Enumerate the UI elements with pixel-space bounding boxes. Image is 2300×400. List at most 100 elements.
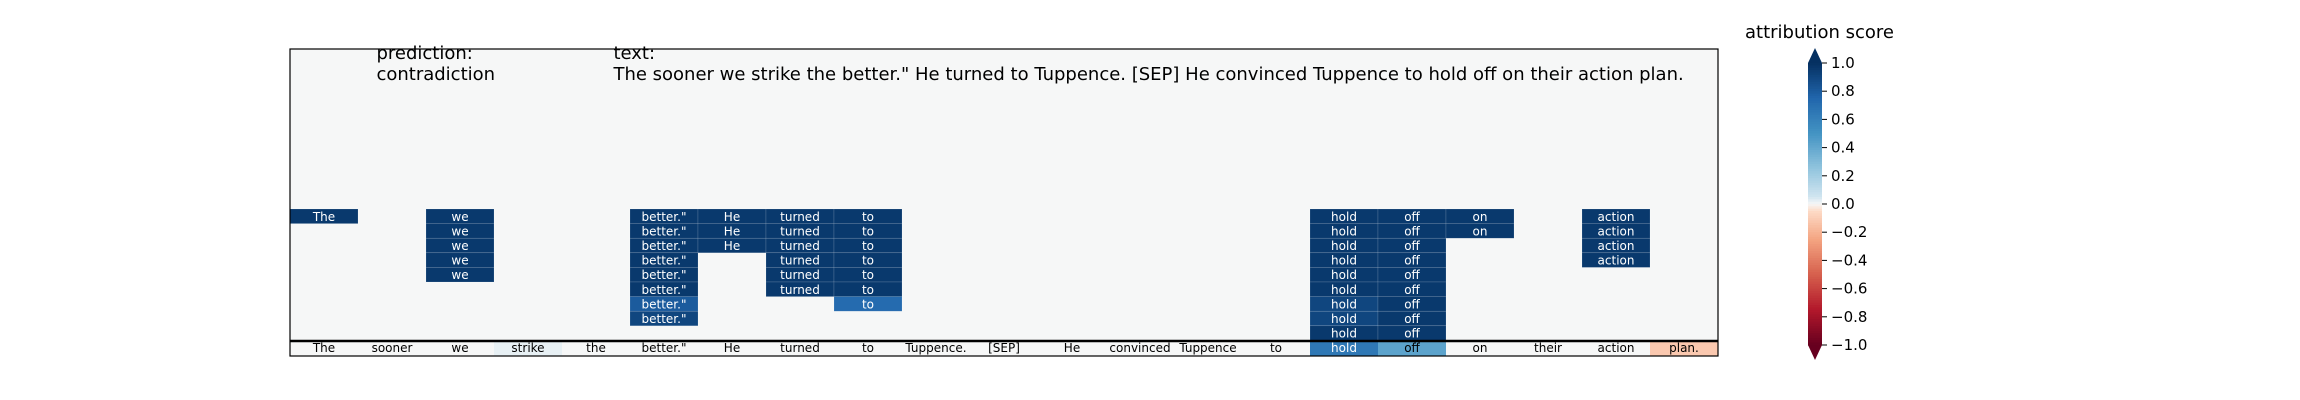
heatmap-cells: The we better." He turned to hold off on action we…: [289, 49, 1718, 356]
colorbar-segment: [1808, 335, 1822, 339]
token-label: [SEP]: [988, 341, 1020, 355]
colorbar-segment: [1808, 95, 1822, 99]
cell-token-label: better.": [642, 268, 687, 282]
colorbar-segment: [1808, 239, 1822, 243]
cell-token-label: we: [451, 268, 468, 282]
token-label: off: [1404, 341, 1420, 355]
cell-token-label: action: [1598, 239, 1635, 253]
token-score-cell: [562, 341, 630, 356]
cell-token-label: better.": [642, 210, 687, 224]
colorbar-segment: [1808, 88, 1822, 92]
colorbar-segment: [1808, 65, 1822, 69]
colorbar-segment: [1808, 262, 1822, 266]
cell-token-label: hold: [1331, 312, 1357, 326]
cell-token-label: hold: [1331, 254, 1357, 268]
colorbar-segment: [1808, 178, 1822, 182]
colorbar-segment: [1808, 159, 1822, 163]
colorbar-segment: [1808, 319, 1822, 323]
colorbar-segment: [1808, 286, 1822, 290]
heatmap-cell: [425, 267, 495, 283]
cell-token-label: off: [1404, 210, 1420, 224]
token-label: Tuppence: [1178, 341, 1236, 355]
colorbar: 1.0 0.8 0.6 0.4 0.2 0.0 −0.2 −0.4 −0.6 −0.8 −1.0: [1808, 48, 1867, 360]
colorbar-segment: [1808, 67, 1822, 71]
token-label: Tuppence.: [904, 341, 966, 355]
cell-token-label: off: [1404, 312, 1420, 326]
cell-token-label: off: [1404, 327, 1420, 341]
token-label: their: [1534, 341, 1562, 355]
colorbar-segment: [1808, 340, 1822, 344]
text-label: text:: [613, 43, 656, 64]
token-label: to: [862, 341, 874, 355]
colorbar-tick-label: −0.6: [1831, 280, 1867, 298]
colorbar-segment: [1808, 152, 1822, 156]
colorbar-segment: [1808, 119, 1822, 123]
colorbar-segment: [1808, 194, 1822, 198]
colorbar-segment: [1808, 312, 1822, 316]
colorbar-segment: [1808, 225, 1822, 229]
colorbar-segment: [1808, 175, 1822, 179]
colorbar-segment: [1808, 342, 1822, 346]
token-score-cell: [970, 341, 1038, 356]
cell-token-label: to: [862, 297, 874, 311]
colorbar-segment: [1808, 272, 1822, 276]
colorbar-tick-label: −1.0: [1831, 336, 1867, 354]
colorbar-segment: [1808, 133, 1822, 137]
colorbar-segment: [1808, 326, 1822, 330]
colorbar-segment: [1808, 293, 1822, 297]
token-score-cell: [358, 341, 426, 356]
colorbar-segment: [1808, 98, 1822, 102]
token-label: turned: [780, 341, 820, 355]
token-label: sooner: [372, 341, 413, 355]
token-score-cell: [1378, 341, 1446, 356]
colorbar-segment: [1808, 298, 1822, 301]
colorbar-segment: [1808, 84, 1822, 88]
cell-token-label: off: [1404, 297, 1420, 311]
colorbar-segment: [1808, 305, 1822, 308]
token-score-cell: [902, 341, 970, 356]
cell-token-label: hold: [1331, 327, 1357, 341]
colorbar-segment: [1808, 189, 1822, 193]
colorbar-segment: [1808, 185, 1822, 189]
colorbar-segment: [1808, 307, 1822, 311]
colorbar-segment: [1808, 182, 1822, 186]
cell-token-label: better.": [642, 239, 687, 253]
cell-token-label: He: [724, 224, 740, 238]
colorbar-segment: [1808, 201, 1822, 205]
colorbar-segment: [1808, 124, 1822, 128]
colorbar-segment: [1808, 243, 1822, 247]
colorbar-segment: [1808, 337, 1822, 341]
token-label: action: [1598, 341, 1635, 355]
colorbar-segment: [1808, 218, 1822, 222]
cell-token-label: better.": [642, 312, 687, 326]
cell-token-label: off: [1404, 268, 1420, 282]
colorbar-segment: [1808, 253, 1822, 257]
token-score-cell: [426, 341, 494, 356]
colorbar-segment: [1808, 107, 1822, 111]
colorbar-segment: [1808, 295, 1822, 299]
colorbar-segment: [1808, 258, 1822, 261]
token-label: strike: [511, 341, 544, 355]
colorbar-segment: [1808, 117, 1822, 120]
colorbar-segment: [1808, 227, 1822, 231]
colorbar-extend-min: [1808, 345, 1822, 360]
colorbar-segment: [1808, 333, 1822, 337]
colorbar-title: attribution score: [1745, 22, 1894, 43]
colorbar-segment: [1808, 63, 1822, 66]
token-score-cell: [630, 341, 698, 356]
colorbar-tick-label: 0.4: [1831, 139, 1855, 157]
token-label: He: [724, 341, 740, 355]
heatmap-frame: [289, 48, 1719, 357]
colorbar-segment: [1808, 236, 1822, 240]
cell-token-label: on: [1473, 210, 1488, 224]
colorbar-segment: [1808, 255, 1822, 259]
cell-token-label: hold: [1331, 297, 1357, 311]
heatmap-cell: [1581, 252, 1651, 268]
colorbar-segment: [1808, 121, 1822, 125]
colorbar-segment: [1808, 246, 1822, 250]
colorbar-segment: [1808, 279, 1822, 283]
token-score-cell: [1514, 341, 1582, 356]
colorbar-segment: [1808, 149, 1822, 153]
cell-token-label: better.": [642, 254, 687, 268]
